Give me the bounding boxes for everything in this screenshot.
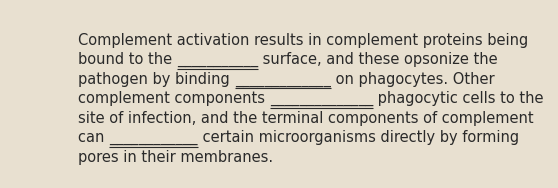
Text: ___________: ___________ bbox=[177, 52, 258, 67]
Text: pores in their membranes.: pores in their membranes. bbox=[78, 150, 273, 165]
Text: Complement activation results in complement proteins being: Complement activation results in complem… bbox=[78, 33, 528, 48]
Text: pathogen by binding: pathogen by binding bbox=[78, 72, 235, 87]
Text: ______________: ______________ bbox=[270, 91, 373, 106]
Text: certain microorganisms directly by forming: certain microorganisms directly by formi… bbox=[198, 130, 519, 145]
Text: bound to the: bound to the bbox=[78, 52, 177, 67]
Text: can: can bbox=[78, 130, 109, 145]
Text: surface, and these opsonize the: surface, and these opsonize the bbox=[258, 52, 498, 67]
Text: phagocytic cells to the: phagocytic cells to the bbox=[373, 91, 544, 106]
Text: on phagocytes. Other: on phagocytes. Other bbox=[331, 72, 494, 87]
Text: ____________: ____________ bbox=[109, 130, 198, 145]
Text: complement components: complement components bbox=[78, 91, 270, 106]
Text: _____________: _____________ bbox=[235, 72, 331, 87]
Text: site of infection, and the terminal components of complement: site of infection, and the terminal comp… bbox=[78, 111, 534, 126]
